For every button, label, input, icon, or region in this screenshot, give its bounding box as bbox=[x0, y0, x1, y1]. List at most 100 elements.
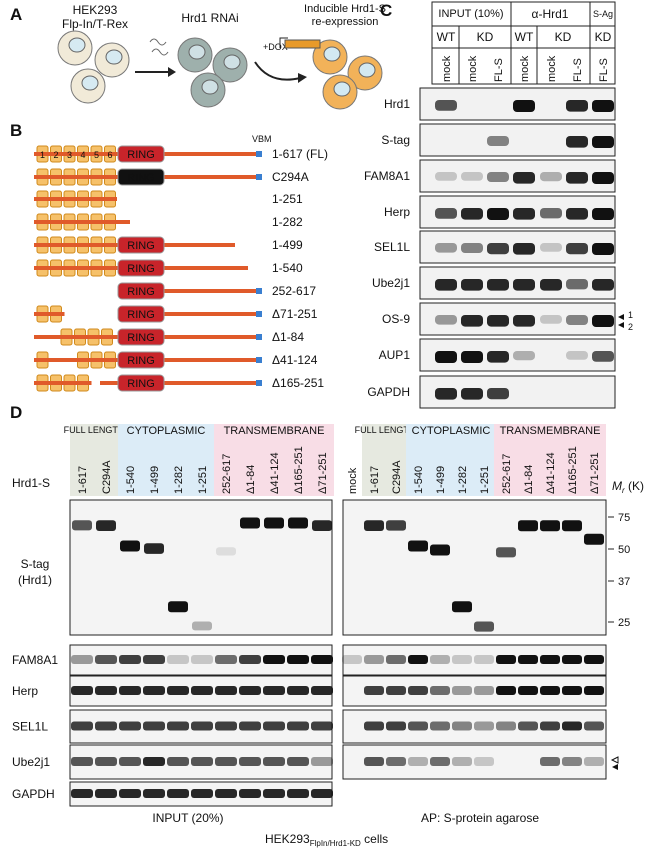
ring-label: RING bbox=[127, 309, 155, 321]
band bbox=[518, 686, 538, 695]
band bbox=[540, 279, 562, 291]
group-label: S-Ag bbox=[593, 9, 613, 19]
band bbox=[496, 655, 516, 664]
band bbox=[518, 721, 538, 731]
ring-label: RING bbox=[127, 240, 155, 252]
ring-box bbox=[117, 259, 165, 277]
band bbox=[430, 655, 450, 664]
construct-label: 1-540 bbox=[272, 261, 303, 275]
mr-unit: (K) bbox=[625, 479, 644, 493]
blot-label: Herp bbox=[384, 205, 410, 219]
band bbox=[461, 243, 483, 253]
band bbox=[215, 655, 237, 664]
reexpression-label: re-expression bbox=[312, 16, 379, 28]
band bbox=[487, 315, 509, 327]
band bbox=[215, 721, 237, 731]
construct-label: C294A bbox=[272, 170, 309, 184]
lane-label: 1-540 bbox=[125, 466, 137, 494]
band bbox=[408, 540, 428, 552]
band bbox=[96, 520, 116, 531]
ring-box bbox=[117, 282, 165, 300]
band bbox=[311, 757, 333, 766]
blot-label: GAPDH bbox=[12, 787, 55, 801]
linker bbox=[34, 220, 130, 224]
band bbox=[487, 388, 509, 400]
band bbox=[95, 757, 117, 766]
genotype-label: KD bbox=[477, 30, 494, 44]
nucleus bbox=[105, 49, 123, 65]
band bbox=[513, 315, 535, 327]
construct-label: 1-499 bbox=[272, 238, 303, 252]
band bbox=[566, 172, 588, 184]
lane-label: mock bbox=[519, 55, 531, 82]
domain-number: 5 bbox=[94, 150, 99, 160]
band bbox=[143, 655, 165, 664]
band bbox=[312, 520, 332, 531]
band bbox=[263, 789, 285, 798]
ring-label: RING bbox=[127, 263, 155, 275]
band bbox=[562, 757, 582, 766]
band bbox=[239, 757, 261, 766]
nucleus bbox=[201, 79, 219, 95]
band bbox=[240, 517, 260, 529]
blot-label: SEL1L bbox=[12, 720, 48, 734]
lane-label: 1-251 bbox=[479, 466, 491, 494]
lane-label: 252-617 bbox=[501, 454, 513, 494]
blot-label: SEL1L bbox=[374, 240, 410, 254]
linker bbox=[100, 381, 262, 385]
blot-label: FAM8A1 bbox=[364, 169, 410, 183]
cells-label: HEK293FlpIn/Hrd1-KD cells bbox=[265, 832, 388, 848]
lane-label: Δ71-251 bbox=[317, 452, 329, 494]
band bbox=[143, 721, 165, 731]
linker bbox=[118, 312, 262, 316]
band bbox=[120, 540, 140, 552]
domain-number: 1 bbox=[40, 150, 45, 160]
band bbox=[264, 517, 284, 529]
blot-label: S-tag bbox=[381, 133, 410, 147]
band bbox=[215, 789, 237, 798]
marker-label: 75 bbox=[618, 512, 630, 524]
band bbox=[311, 789, 333, 798]
footer-label: AP: S-protein agarose bbox=[421, 811, 539, 825]
blot-label: Ube2j1 bbox=[12, 755, 50, 769]
lane-label: 1-282 bbox=[173, 466, 185, 494]
cells-suffix: cells bbox=[361, 832, 388, 846]
band bbox=[143, 686, 165, 695]
band bbox=[540, 721, 560, 731]
vbm-box bbox=[256, 311, 262, 317]
band bbox=[71, 757, 93, 766]
band bbox=[386, 757, 406, 766]
band bbox=[191, 757, 213, 766]
band bbox=[592, 351, 614, 362]
band bbox=[239, 686, 261, 695]
lane-label: Δ41-124 bbox=[269, 452, 281, 494]
nucleus bbox=[81, 75, 99, 91]
band bbox=[487, 208, 509, 220]
band bbox=[386, 520, 406, 531]
group-box bbox=[494, 424, 606, 496]
construct-label: Δ41-124 bbox=[272, 353, 318, 367]
vbm-box bbox=[256, 334, 262, 340]
band bbox=[566, 243, 588, 255]
band bbox=[119, 655, 141, 664]
band bbox=[566, 315, 588, 325]
band-arrow bbox=[612, 764, 618, 770]
lane-label: 1-499 bbox=[435, 466, 447, 494]
lane-label: mock bbox=[546, 55, 558, 82]
band bbox=[342, 655, 362, 664]
band bbox=[216, 547, 236, 556]
lane-label: 1-251 bbox=[197, 466, 209, 494]
band bbox=[287, 686, 309, 695]
band bbox=[408, 757, 428, 766]
construct-label: Δ71-251 bbox=[272, 307, 318, 321]
group-label: FULL LENGTH bbox=[64, 425, 125, 435]
lane-label: 1-617 bbox=[77, 466, 89, 494]
band bbox=[287, 655, 309, 664]
nucleus bbox=[68, 37, 86, 53]
band bbox=[263, 655, 285, 664]
band bbox=[287, 721, 309, 731]
band bbox=[143, 757, 165, 766]
band bbox=[562, 655, 582, 664]
band bbox=[167, 757, 189, 766]
ring-box bbox=[117, 236, 165, 254]
